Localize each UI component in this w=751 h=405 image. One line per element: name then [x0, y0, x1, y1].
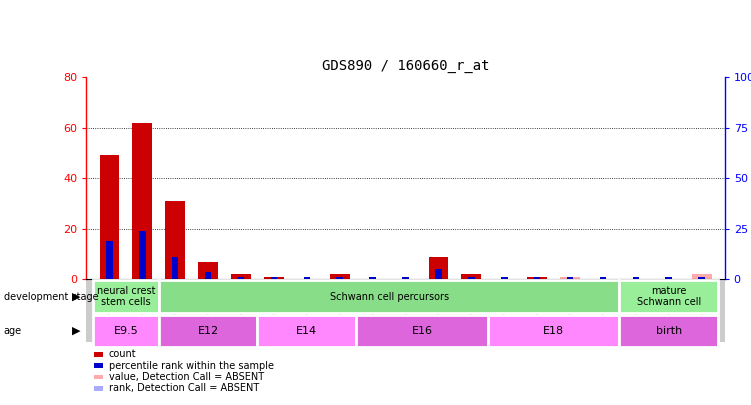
Text: ▶: ▶	[72, 292, 80, 302]
Text: Schwann cell percursors: Schwann cell percursors	[330, 292, 448, 302]
Bar	[198, 262, 218, 279]
FancyBboxPatch shape	[158, 281, 620, 313]
Bar	[231, 275, 251, 279]
FancyBboxPatch shape	[158, 315, 258, 347]
Bar	[303, 277, 310, 279]
Bar	[264, 277, 284, 279]
Bar	[665, 277, 672, 279]
Text: neural crest
stem cells: neural crest stem cells	[97, 286, 155, 307]
Bar	[172, 257, 179, 279]
Bar	[205, 272, 211, 279]
Text: development stage: development stage	[4, 292, 98, 302]
Bar	[330, 275, 350, 279]
Bar	[369, 277, 376, 279]
Bar	[336, 277, 343, 279]
Bar	[132, 122, 152, 279]
FancyBboxPatch shape	[488, 315, 620, 347]
Bar	[534, 277, 541, 279]
Bar	[238, 277, 244, 279]
Text: E16: E16	[412, 326, 433, 336]
Text: E9.5: E9.5	[113, 326, 138, 336]
Bar	[429, 257, 448, 279]
Bar	[567, 277, 573, 279]
Text: value, Detection Call = ABSENT: value, Detection Call = ABSENT	[109, 372, 264, 382]
Bar	[270, 277, 277, 279]
FancyBboxPatch shape	[93, 281, 158, 313]
FancyBboxPatch shape	[258, 315, 356, 347]
Bar	[692, 275, 711, 279]
Bar	[403, 277, 409, 279]
Bar	[501, 277, 508, 279]
Text: count: count	[109, 350, 137, 359]
Text: ▶: ▶	[72, 326, 80, 336]
Bar	[165, 201, 185, 279]
Bar	[461, 275, 481, 279]
Bar	[698, 277, 705, 279]
Bar	[100, 156, 119, 279]
Text: birth: birth	[656, 326, 682, 336]
Bar	[106, 241, 113, 279]
Text: percentile rank within the sample: percentile rank within the sample	[109, 361, 274, 371]
FancyBboxPatch shape	[356, 315, 488, 347]
FancyBboxPatch shape	[620, 315, 718, 347]
Bar	[692, 275, 711, 279]
Bar	[600, 277, 606, 279]
Text: E12: E12	[198, 326, 219, 336]
Bar	[632, 277, 639, 279]
Text: E18: E18	[543, 326, 564, 336]
Text: E14: E14	[296, 326, 318, 336]
Bar	[527, 277, 547, 279]
Bar	[139, 231, 146, 279]
Bar	[468, 277, 475, 279]
Bar	[560, 277, 580, 279]
Text: rank, Detection Call = ABSENT: rank, Detection Call = ABSENT	[109, 384, 259, 393]
FancyBboxPatch shape	[620, 281, 718, 313]
Text: mature
Schwann cell: mature Schwann cell	[637, 286, 701, 307]
Text: age: age	[4, 326, 22, 336]
Title: GDS890 / 160660_r_at: GDS890 / 160660_r_at	[321, 59, 490, 73]
Bar	[435, 269, 442, 279]
FancyBboxPatch shape	[93, 315, 158, 347]
